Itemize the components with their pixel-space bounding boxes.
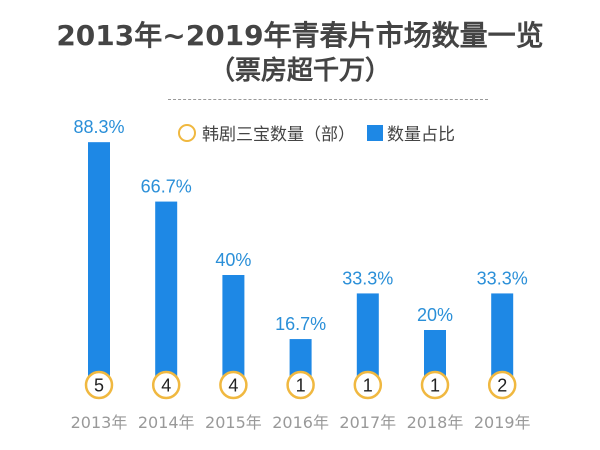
x-tick-label: 2013年 bbox=[71, 413, 128, 432]
count-label: 2 bbox=[497, 376, 507, 396]
bar bbox=[88, 142, 110, 385]
bar-value-label: 88.3% bbox=[73, 117, 124, 137]
count-circle bbox=[151, 370, 181, 400]
bar-value-label: 66.7% bbox=[141, 177, 192, 197]
legend-label-count: 韩剧三宝数量（部） bbox=[202, 125, 355, 145]
bar-value-label: 33.3% bbox=[342, 268, 393, 288]
bar bbox=[491, 293, 514, 385]
bar bbox=[155, 201, 178, 385]
bar bbox=[222, 275, 245, 385]
legend: 韩剧三宝数量（部） 数量占比 bbox=[178, 120, 455, 145]
bar bbox=[424, 330, 446, 385]
count-circle bbox=[84, 370, 114, 400]
bar-value-label: 40% bbox=[215, 250, 251, 270]
count-circle bbox=[420, 370, 450, 400]
count-circle bbox=[353, 370, 383, 400]
count-label: 1 bbox=[430, 376, 440, 396]
x-tick-label: 2014年 bbox=[138, 413, 195, 432]
count-label: 4 bbox=[228, 376, 238, 396]
chart-title: 2013年~2019年青春片市场数量一览 bbox=[56, 19, 544, 52]
count-circle bbox=[286, 370, 315, 400]
count-label: 1 bbox=[363, 376, 373, 396]
legend-label-share: 数量占比 bbox=[387, 125, 455, 145]
x-tick-label: 2017年 bbox=[339, 413, 396, 432]
legend-circle-icon bbox=[178, 123, 196, 142]
count-circle bbox=[487, 370, 517, 400]
divider bbox=[168, 99, 488, 100]
bar-value-label: 20% bbox=[417, 305, 453, 325]
count-label: 1 bbox=[296, 376, 306, 396]
legend-square-icon bbox=[367, 124, 383, 141]
x-tick-label: 2018年 bbox=[407, 413, 464, 432]
x-tick-label: 2016年 bbox=[272, 413, 329, 432]
bar-value-label: 16.7% bbox=[275, 314, 326, 334]
count-circle bbox=[219, 370, 248, 400]
x-tick-label: 2015年 bbox=[205, 413, 262, 432]
bar bbox=[356, 293, 379, 385]
x-tick-label: 2019年 bbox=[474, 413, 531, 432]
chart-subtitle: （票房超千万） bbox=[208, 56, 391, 86]
count-label: 4 bbox=[161, 376, 171, 396]
count-label: 5 bbox=[94, 376, 104, 396]
bar-value-label: 33.3% bbox=[477, 268, 528, 288]
